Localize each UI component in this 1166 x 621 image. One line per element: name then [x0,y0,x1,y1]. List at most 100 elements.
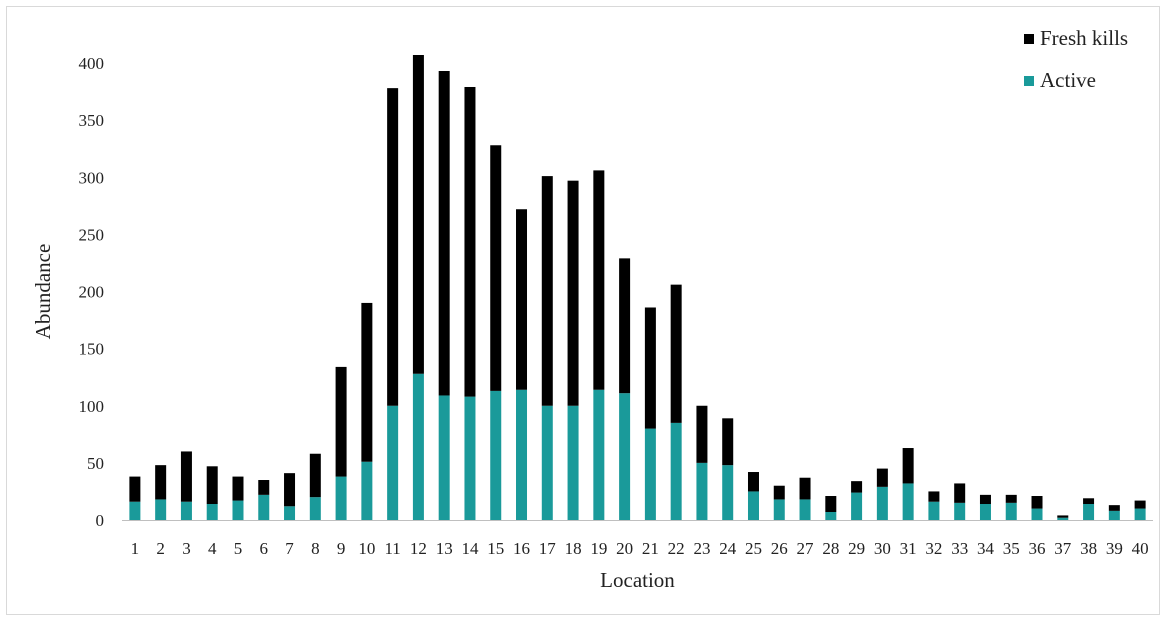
bar-active [412,373,424,520]
bar-fresh-kills [412,55,424,374]
bar-fresh-kills [361,302,373,462]
bar-fresh-kills [773,485,785,500]
chart-frame: 0 50 100 150 200 250 300 350 400 1 2 3 4 5 6 7 8 9 10 11 12… [6,6,1160,615]
bar-active [567,405,579,520]
bar-fresh-kills [129,476,141,502]
x-tick-label: 30 [874,539,891,558]
bar-active [644,428,656,520]
bar-active [825,512,837,520]
bar-active [180,501,192,520]
x-tick-label: 20 [616,539,633,558]
y-tick-label: 350 [79,111,105,130]
bar-fresh-kills [490,145,502,391]
legend-label: Fresh kills [1040,26,1128,50]
bar-active [1057,517,1069,520]
bar-fresh-kills [696,405,708,463]
x-tick-label: 27 [797,539,815,558]
bar-fresh-kills [851,481,863,493]
bar-fresh-kills [954,483,966,503]
legend-label: Active [1040,68,1096,92]
bar-active [593,389,605,520]
x-tick-label: 17 [539,539,557,558]
x-tick-label: 15 [487,539,504,558]
bar-fresh-kills [180,451,192,502]
x-tick-label: 6 [260,539,269,558]
legend-swatch [1024,34,1034,44]
x-tick-label: 26 [771,539,788,558]
bar-fresh-kills [567,180,579,406]
bar-active [155,499,167,520]
x-tick-label: 40 [1132,539,1149,558]
x-tick-label: 23 [693,539,710,558]
bar-fresh-kills [438,70,450,396]
y-axis-title: Abundance [31,244,55,340]
bar-active [696,462,708,520]
bar-fresh-kills [464,86,476,397]
bar-fresh-kills [516,209,528,390]
x-tick-label: 14 [461,539,479,558]
bar-fresh-kills [593,170,605,390]
bar-active [1134,508,1146,520]
legend-swatch [1024,76,1034,86]
x-tick-label: 39 [1106,539,1123,558]
bar-fresh-kills [722,418,734,466]
bar-active [773,499,785,520]
x-tick-label: 16 [513,539,530,558]
y-tick-label: 0 [96,511,105,530]
x-tick-label: 28 [822,539,839,558]
x-tick-label: 12 [410,539,427,558]
bar-active [1005,502,1017,520]
bar-fresh-kills [825,496,837,513]
bar-active [129,501,141,520]
bars [129,55,1146,520]
x-tick-label: 2 [156,539,165,558]
x-tick-label: 5 [234,539,243,558]
x-tick-label: 1 [131,539,140,558]
legend: Fresh kills Active [1024,26,1128,92]
y-tick-label: 100 [79,397,105,416]
bar-fresh-kills [232,476,244,501]
bar-fresh-kills [979,494,991,505]
bar-fresh-kills [541,176,553,406]
bar-active [490,390,502,520]
y-tick-label: 150 [79,340,105,359]
x-tick-label: 9 [337,539,346,558]
x-tick-label: 10 [358,539,375,558]
bar-active [1108,510,1120,520]
bar-fresh-kills [1083,498,1095,505]
bar-fresh-kills [1108,505,1120,511]
bar-fresh-kills [309,453,321,498]
x-tick-label: 25 [745,539,762,558]
x-tick-label: 18 [565,539,582,558]
x-tick-label: 33 [951,539,968,558]
bar-fresh-kills [258,480,270,495]
bar-fresh-kills [1057,515,1069,518]
bar-active [979,504,991,520]
bar-fresh-kills [644,307,656,429]
bar-active [361,461,373,520]
bar-active [902,483,914,520]
x-tick-label: 19 [590,539,607,558]
x-tick-label: 37 [1054,539,1072,558]
bar-active [799,499,811,520]
bar-fresh-kills [799,477,811,500]
bar-active [1083,504,1095,520]
bar-fresh-kills [1031,496,1043,509]
bar-active [258,494,270,520]
bar-active [1031,508,1043,520]
bar-active [747,491,759,520]
bar-fresh-kills [1134,500,1146,509]
x-tick-label: 31 [900,539,917,558]
x-tick-label: 29 [848,539,865,558]
y-axis-ticks: 0 50 100 150 200 250 300 350 400 [79,54,105,530]
x-tick-label: 13 [436,539,453,558]
x-tick-label: 34 [977,539,995,558]
x-tick-label: 3 [182,539,191,558]
x-tick-label: 11 [384,539,400,558]
bar-active [284,506,296,520]
bar-fresh-kills [876,468,888,487]
bar-active [722,465,734,520]
bar-fresh-kills [619,258,631,394]
x-tick-label: 36 [1029,539,1046,558]
